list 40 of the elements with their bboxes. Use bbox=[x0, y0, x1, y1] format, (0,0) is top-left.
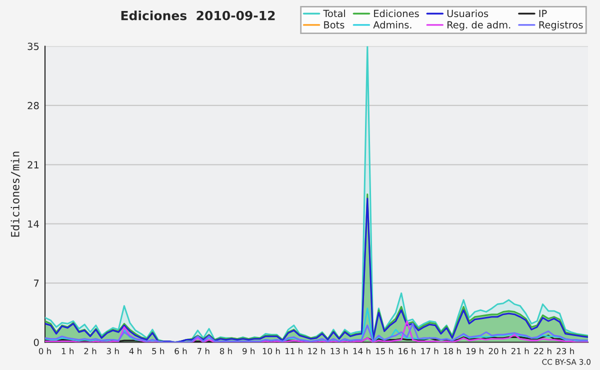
x-tick-label: 16 h bbox=[398, 348, 416, 354]
x-tick-label: 10 h bbox=[262, 348, 280, 354]
x-tick-label: 15 h bbox=[376, 348, 393, 354]
x-tick-label: 5 h bbox=[152, 348, 164, 354]
x-tick-label: 9 h bbox=[242, 348, 255, 354]
x-tick-label: 8 h bbox=[220, 348, 232, 354]
y-tick-label: 28 bbox=[28, 102, 39, 110]
x-tick-label: 2 h bbox=[84, 348, 96, 354]
x-tick-label: 11 h bbox=[286, 348, 302, 354]
x-tick-label: 22 h bbox=[534, 348, 552, 354]
x-tick-label: 12 h bbox=[308, 348, 326, 354]
x-tick-label: 19 h bbox=[466, 348, 484, 354]
legend-label: Admins. bbox=[373, 20, 412, 29]
y-axis-title: Ediciones/min bbox=[10, 152, 20, 237]
x-tick-label: 3 h bbox=[106, 348, 119, 354]
x-tick-label: 18 h bbox=[444, 348, 461, 354]
y-tick-label: 21 bbox=[28, 161, 39, 168]
legend-label: Total bbox=[323, 10, 345, 18]
legend-label: Registros bbox=[539, 20, 583, 30]
legend-label: Ediciones bbox=[374, 10, 419, 18]
chart-title: Ediciones 2010-09-12 bbox=[121, 10, 275, 20]
y-tick-label: 0 bbox=[34, 338, 39, 346]
x-tick-label: 1 h bbox=[62, 348, 74, 354]
x-tick-label: 21 h bbox=[511, 348, 529, 354]
legend-label: Usuarios bbox=[447, 10, 488, 18]
x-tick-label: 13 h bbox=[330, 348, 348, 354]
y-tick-label: 35 bbox=[28, 42, 39, 50]
x-tick-label: 17 h bbox=[421, 348, 438, 354]
x-tick-label: 14 h bbox=[353, 348, 370, 354]
x-tick-label: 23 h bbox=[556, 348, 574, 354]
legend-label: Reg. de adm. bbox=[448, 20, 510, 30]
x-tick-label: 7 h bbox=[197, 348, 210, 354]
y-tick-label: 7 bbox=[34, 280, 39, 287]
x-tick-label: 6 h bbox=[174, 348, 187, 354]
x-tick-label: 4 h bbox=[129, 348, 142, 354]
legend-label: Bots bbox=[324, 21, 344, 29]
y-tick-label: 14 bbox=[28, 220, 39, 228]
x-tick-label: 20 h bbox=[488, 348, 506, 354]
x-tick-label: 0 h bbox=[38, 348, 51, 354]
legend-label: IP bbox=[539, 10, 547, 18]
